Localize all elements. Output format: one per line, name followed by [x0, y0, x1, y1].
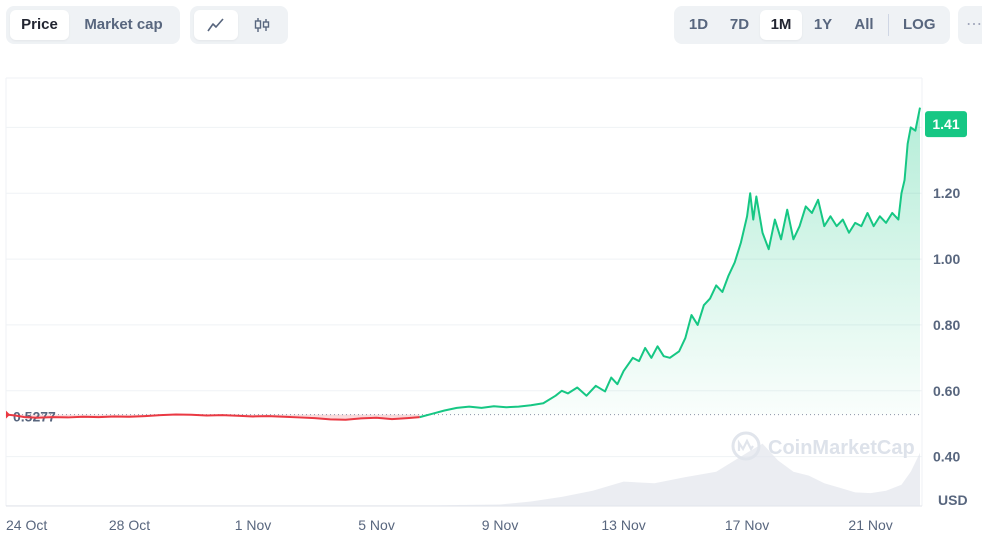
price-line-up — [419, 107, 921, 419]
chart-type-group — [190, 6, 288, 44]
x-tick-label: 13 Nov — [601, 517, 645, 533]
currency-label: USD — [938, 492, 968, 508]
x-tick-label: 28 Oct — [109, 517, 150, 533]
x-tick-label: 21 Nov — [848, 517, 892, 533]
more-options-icon[interactable]: ⋯ — [958, 6, 982, 44]
volume-area — [6, 443, 920, 506]
tab-price[interactable]: Price — [10, 10, 69, 40]
tab-range-7d[interactable]: 7D — [729, 16, 750, 33]
tab-range-1d[interactable]: 1D — [688, 16, 709, 33]
toolbar-divider — [888, 14, 889, 36]
watermark-text: CoinMarketCap — [768, 437, 915, 459]
current-price-badge — [925, 111, 967, 138]
tab-range-1y[interactable]: 1Y — [813, 16, 833, 33]
candlestick-icon[interactable] — [240, 10, 284, 40]
x-tick-label: 24 Oct — [6, 517, 47, 533]
watermark: CoinMarketCap — [731, 431, 915, 461]
x-tick-label: 17 Nov — [725, 517, 769, 533]
y-tick-label: 0.40 — [933, 449, 960, 465]
range-tab-group: 1D 7D 1M 1Y All LOG — [674, 6, 950, 44]
metric-tab-group: Price Market cap — [6, 6, 180, 44]
y-tick-label: 0.80 — [933, 317, 960, 333]
tab-range-1m[interactable]: 1M — [760, 10, 802, 40]
y-tick-label: 1.00 — [933, 251, 960, 267]
y-tick-label: 1.20 — [933, 185, 960, 201]
price-area-up — [6, 107, 920, 418]
tab-market-cap[interactable]: Market cap — [84, 16, 163, 33]
tab-range-all[interactable]: All — [854, 16, 874, 33]
log-toggle[interactable]: LOG — [903, 16, 936, 33]
price-line-down — [5, 413, 420, 421]
y-tick-label: 0.60 — [933, 383, 960, 399]
x-tick-label: 1 Nov — [235, 517, 272, 533]
x-tick-label: 5 Nov — [358, 517, 395, 533]
current-price-label: 1.41 — [932, 116, 959, 132]
baseline-label: 0.5277 — [13, 409, 56, 425]
x-tick-label: 9 Nov — [482, 517, 519, 533]
line-chart-icon[interactable] — [194, 10, 238, 40]
